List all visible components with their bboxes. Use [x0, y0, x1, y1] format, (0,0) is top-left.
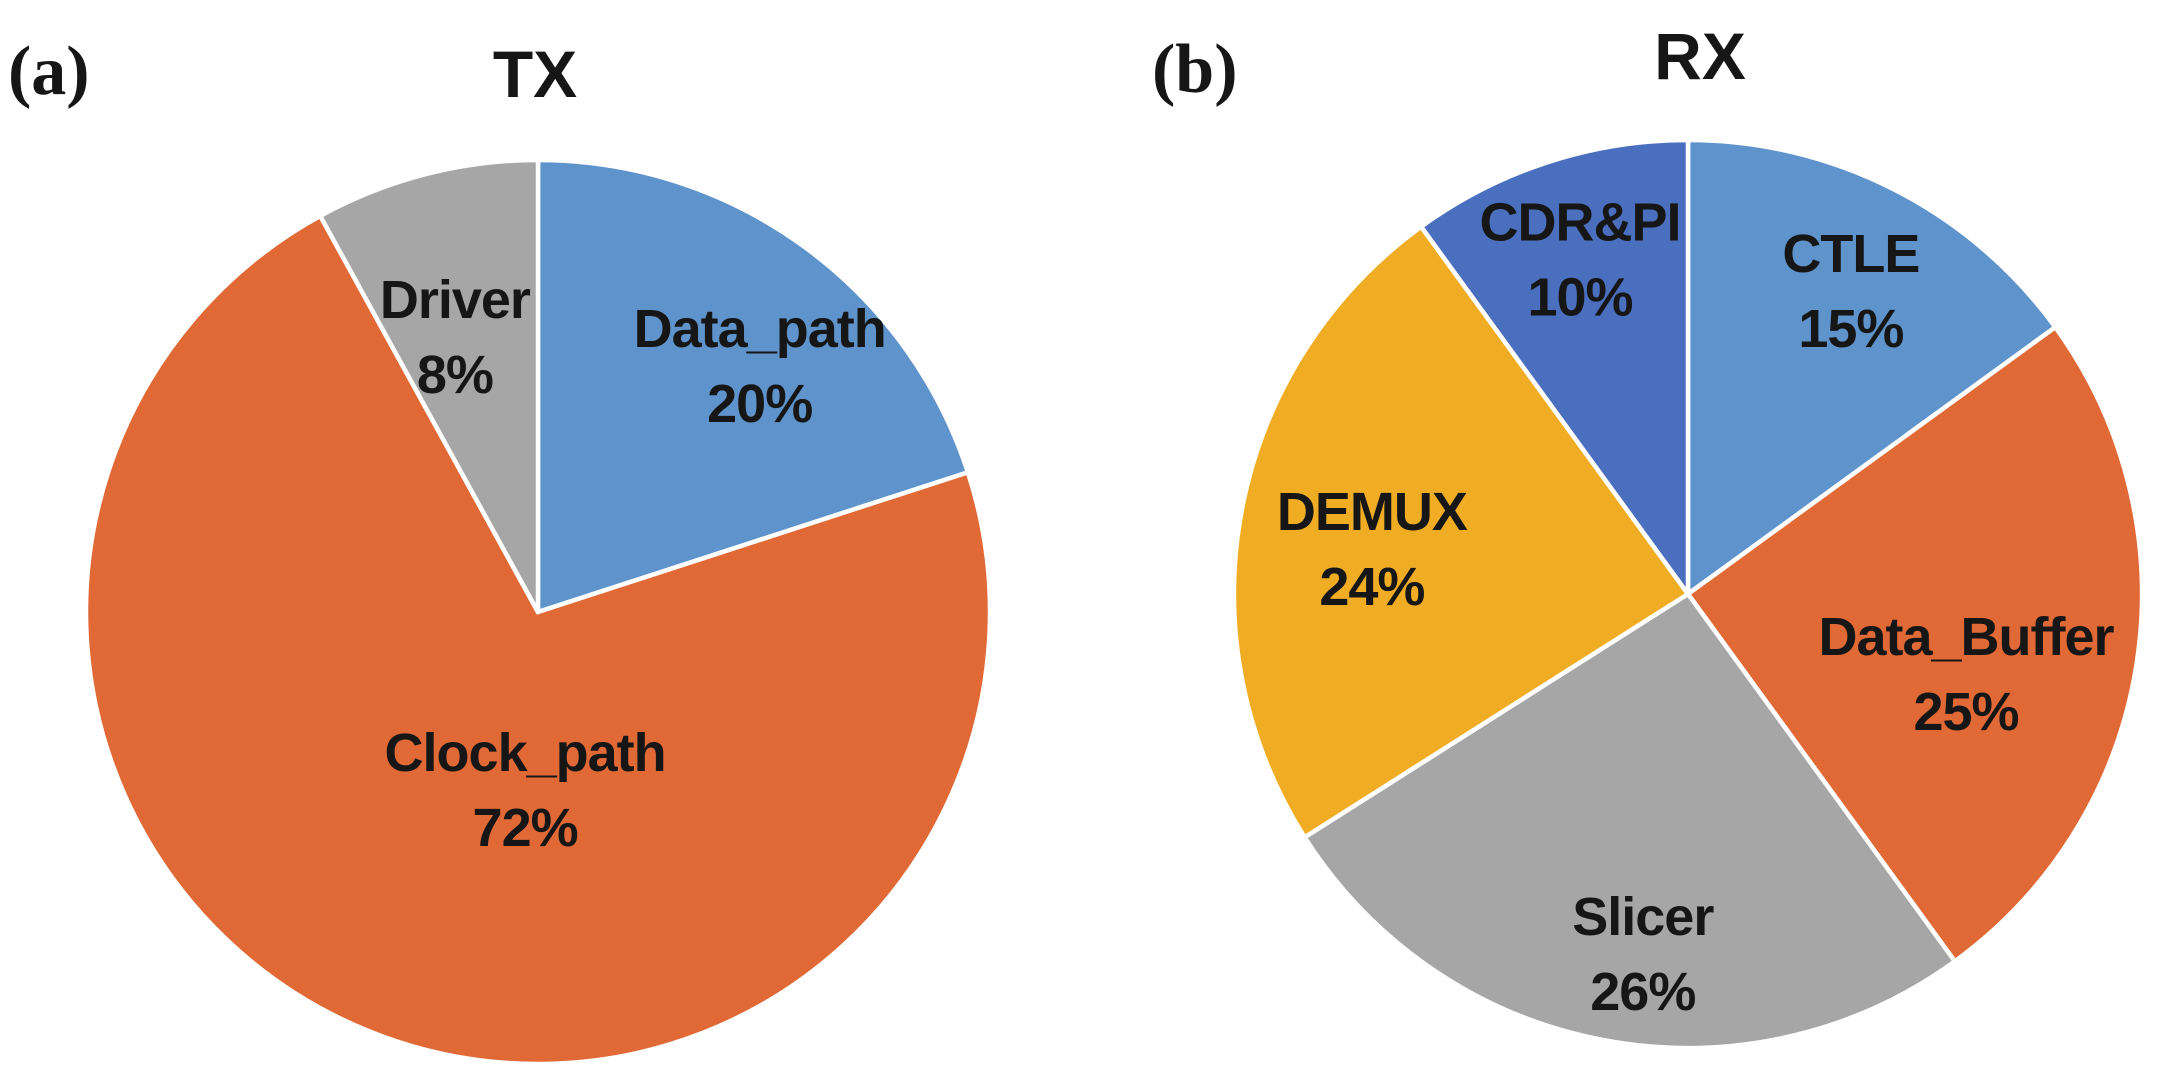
rx-slice-pct-slicer: 26% [1590, 962, 1695, 1022]
rx-slice-name-slicer: Slicer [1572, 887, 1714, 947]
tx-slice-pct-clock_path: 72% [473, 798, 578, 858]
tx-slice-clock_path [83, 212, 993, 1067]
rx-pie: CTLE 15% Data_Buffer 25% Slicer 26% DEMUX 24% CD… [1231, 137, 2145, 1051]
rx-slice-name-cdr_pi: CDR&PI [1479, 193, 1680, 253]
panel-b-tag: (b) [1152, 31, 1238, 108]
rx-slice-label-data_buffer: Data_Buffer 25% [1818, 607, 2114, 742]
tx-slice-driver [317, 157, 541, 614]
tx-slice-label-clock_path: Clock_path 72% [385, 723, 666, 858]
rx-slice-name-data_buffer: Data_Buffer [1818, 607, 2114, 667]
rx-slice-pct-demux: 24% [1319, 557, 1424, 617]
rx-slice-label-ctle: CTLE 15% [1782, 224, 1919, 359]
rx-pie-title: RX [1654, 19, 1746, 93]
rx-slice-label-slicer: Slicer 26% [1572, 887, 1714, 1022]
tx-slice-data_path [535, 157, 971, 616]
rx-slice-data_buffer [1684, 324, 2145, 965]
tx-slice-name-clock_path: Clock_path [385, 723, 666, 783]
rx-slice-pct-ctle: 15% [1798, 299, 1903, 359]
tx-slice-label-data_path: Data_path 20% [634, 299, 886, 434]
panel-a-tag: (a) [8, 33, 90, 110]
tx-slice-pct-driver: 8% [417, 345, 493, 405]
rx-slice-slicer [1301, 590, 1958, 1051]
tx-slice-label-driver: Driver 8% [380, 270, 531, 405]
rx-slice-name-demux: DEMUX [1277, 482, 1468, 542]
tx-pie-title: TX [493, 37, 577, 111]
rx-slice-label-demux: DEMUX 24% [1277, 482, 1468, 617]
tx-slice-name-driver: Driver [380, 270, 531, 330]
rx-slice-name-ctle: CTLE [1782, 224, 1919, 284]
tx-pie: Data_path 20% Clock_path 72% Driver 8% [83, 157, 993, 1067]
rx-slice-demux [1231, 223, 1692, 841]
rx-slice-pct-data_buffer: 25% [1913, 682, 2018, 742]
rx-slice-label-cdr_pi: CDR&PI 10% [1479, 193, 1680, 328]
rx-slice-pct-cdr_pi: 10% [1527, 268, 1632, 328]
tx-slice-pct-data_path: 20% [707, 374, 812, 434]
tx-slice-name-data_path: Data_path [634, 299, 886, 359]
rx-slice-ctle [1685, 137, 2059, 599]
rx-slice-cdr_pi [1418, 137, 1691, 601]
